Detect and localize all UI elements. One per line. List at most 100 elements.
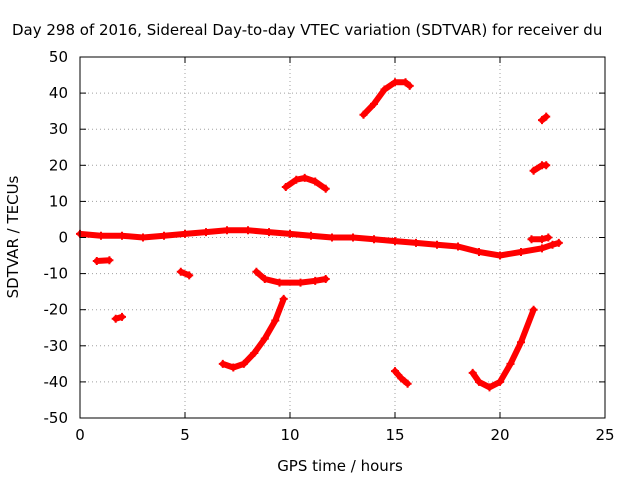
y-tick-label: -20 xyxy=(44,301,69,319)
data-point xyxy=(311,177,320,186)
series-segment-g xyxy=(360,79,413,118)
data-point xyxy=(405,81,414,90)
data-point xyxy=(185,271,194,280)
data-point xyxy=(328,233,336,242)
data-point xyxy=(260,275,269,284)
series-segment-i xyxy=(469,306,537,391)
x-axis-title: GPS time / hours xyxy=(277,457,403,475)
data-point xyxy=(349,233,357,242)
data-point xyxy=(139,233,147,242)
data-point xyxy=(111,314,120,323)
x-tick-label: 5 xyxy=(180,426,190,444)
data-point xyxy=(370,99,378,108)
data-point xyxy=(527,235,536,244)
data-point xyxy=(265,228,273,237)
y-tick-label: 20 xyxy=(49,156,68,174)
data-point xyxy=(397,374,406,383)
x-tick-label: 20 xyxy=(490,426,509,444)
data-point xyxy=(239,359,248,368)
y-tick-label: 10 xyxy=(49,192,68,210)
data-point xyxy=(97,231,105,240)
data-point xyxy=(538,235,546,244)
data-point xyxy=(359,110,368,119)
data-point xyxy=(517,338,525,347)
x-tick-label: 0 xyxy=(75,426,85,444)
data-point xyxy=(517,247,525,256)
series-segment-d xyxy=(219,295,287,371)
y-tick-label: 0 xyxy=(58,229,68,247)
data-point xyxy=(403,379,412,388)
y-tick-label: -40 xyxy=(44,373,69,391)
data-point xyxy=(260,334,269,343)
data-point xyxy=(496,377,504,386)
data-point xyxy=(391,367,399,376)
data-point xyxy=(118,312,126,321)
data-point xyxy=(105,256,114,265)
data-point xyxy=(380,85,389,94)
data-point xyxy=(292,175,301,184)
data-point xyxy=(92,256,101,265)
x-tick-label: 15 xyxy=(385,426,404,444)
data-point xyxy=(544,233,553,242)
data-point xyxy=(281,182,290,191)
data-point xyxy=(391,78,399,87)
data-point xyxy=(475,247,483,256)
data-point xyxy=(307,231,315,240)
data-point xyxy=(223,226,231,235)
tick-labels: 0 5 10 15 20 25 -50 -40 -30 -20 -10 0 10 20 30 40 50 xyxy=(44,48,615,444)
data-point xyxy=(279,294,288,303)
data-series xyxy=(76,78,563,392)
x-tick-label: 25 xyxy=(595,426,614,444)
data-point xyxy=(542,161,551,170)
data-point xyxy=(321,275,330,284)
data-point xyxy=(218,359,227,368)
data-point xyxy=(296,278,305,287)
data-point xyxy=(506,359,515,368)
data-point xyxy=(300,173,309,182)
data-point xyxy=(538,116,546,125)
data-point xyxy=(160,231,168,240)
y-tick-label: -30 xyxy=(44,337,69,355)
y-tick-label: 40 xyxy=(49,84,68,102)
data-point xyxy=(475,377,483,386)
data-point xyxy=(252,267,261,276)
data-point xyxy=(554,238,563,247)
data-point xyxy=(176,267,185,276)
series-segment-f xyxy=(282,174,329,192)
data-point xyxy=(118,231,126,240)
data-point xyxy=(181,229,189,238)
data-point xyxy=(286,229,294,238)
data-point xyxy=(529,305,538,314)
data-point xyxy=(485,383,494,392)
data-point xyxy=(202,228,210,237)
y-tick-label: -10 xyxy=(44,265,69,283)
data-point xyxy=(401,78,410,87)
data-point xyxy=(454,242,462,251)
data-point xyxy=(542,112,551,121)
data-point xyxy=(370,235,378,244)
y-tick-label: -50 xyxy=(44,409,69,427)
y-axis-title: SDTVAR / TECUs xyxy=(4,175,22,298)
data-point xyxy=(468,368,477,377)
data-point xyxy=(548,240,557,249)
data-point xyxy=(538,244,546,253)
axes xyxy=(79,56,606,419)
data-point xyxy=(271,316,280,325)
data-point xyxy=(229,363,238,372)
data-point xyxy=(433,240,441,249)
data-point xyxy=(529,166,538,175)
y-tick-label: 50 xyxy=(49,48,68,66)
x-tick-label: 10 xyxy=(280,426,299,444)
data-point xyxy=(244,226,252,235)
data-point xyxy=(412,238,420,247)
chart-title: Day 298 of 2016, Sidereal Day-to-day VTE… xyxy=(12,21,602,39)
data-point xyxy=(321,184,330,193)
data-point xyxy=(391,237,399,246)
series-main-band xyxy=(77,227,562,259)
data-point xyxy=(496,251,504,260)
data-point xyxy=(250,349,259,358)
data-point xyxy=(275,278,284,287)
data-point xyxy=(311,276,320,285)
